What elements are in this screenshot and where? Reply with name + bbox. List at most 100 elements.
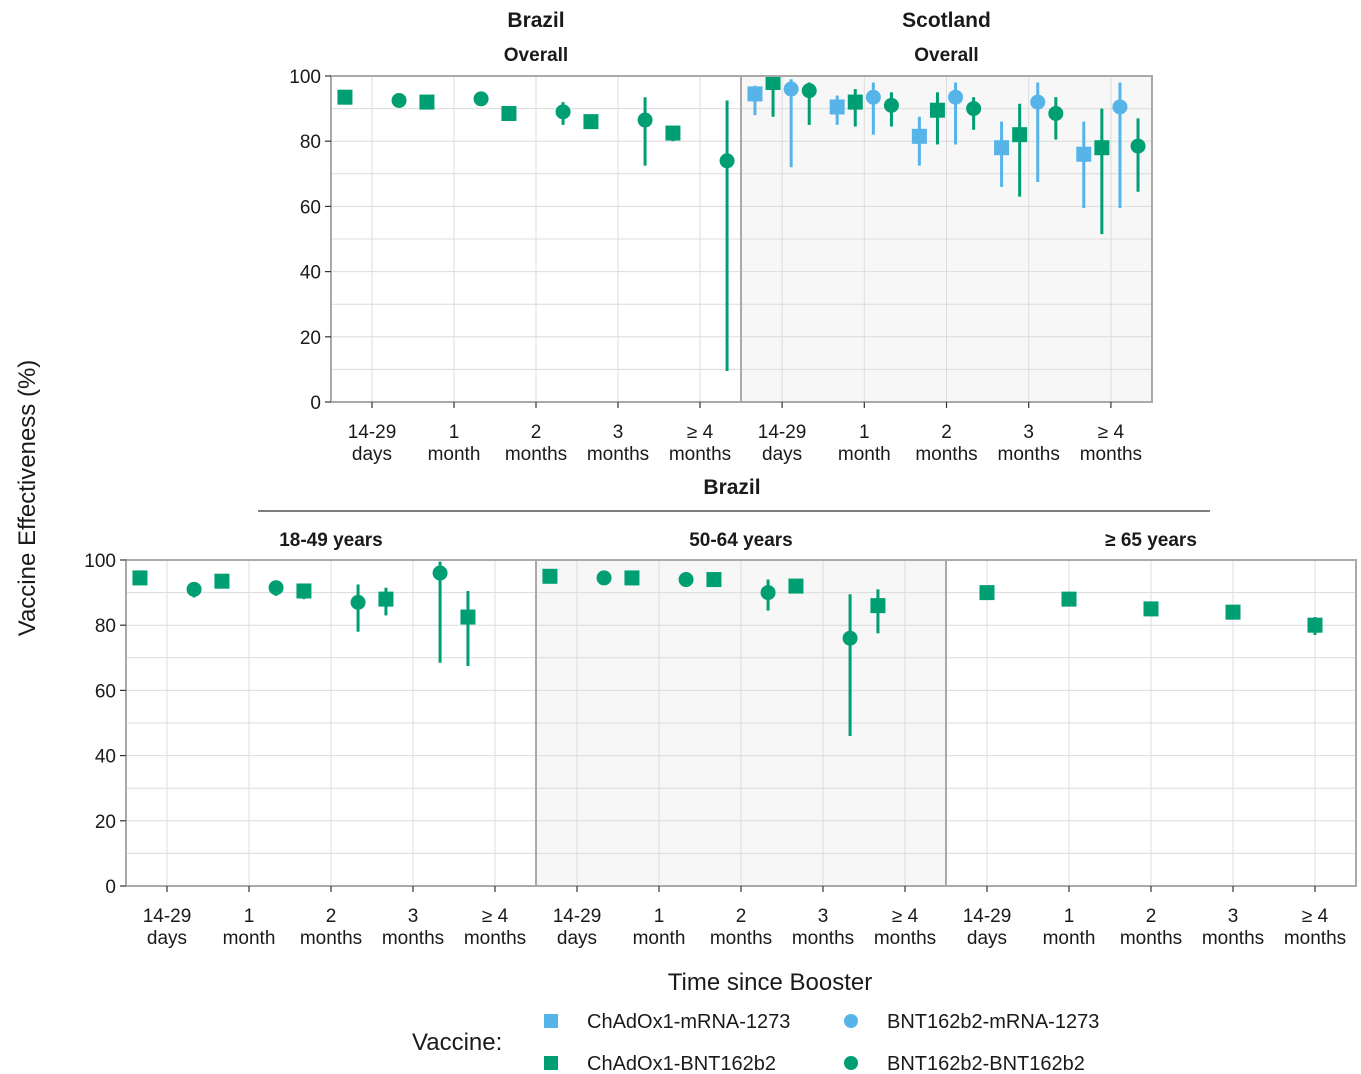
x-tick-label: 2 months bbox=[1120, 906, 1182, 949]
data-point-circle bbox=[842, 630, 858, 646]
legend: Vaccine: ChAdOx1-mRNA-1273 BNT162b2-mRNA-… bbox=[412, 1011, 1099, 1074]
x-tick-label: ≥ 4 months bbox=[1080, 422, 1142, 465]
series-bnt162b2-bnt162b2 bbox=[186, 561, 448, 663]
x-tick-label: 3 months bbox=[792, 906, 854, 949]
data-point-square bbox=[214, 573, 230, 589]
x-tick-label: 1 month bbox=[633, 906, 686, 949]
data-point-circle bbox=[1112, 99, 1128, 115]
x-tick-label: 14-29 days bbox=[553, 906, 602, 949]
series-chadox1-mrna-1273 bbox=[747, 85, 1092, 209]
legend-label: ChAdOx1-mRNA-1273 bbox=[587, 1011, 790, 1033]
legend-square-swatch bbox=[544, 1056, 558, 1070]
x-tick-label: 2 months bbox=[915, 422, 977, 465]
y-tick-label: 20 bbox=[300, 328, 321, 349]
data-point-square bbox=[337, 89, 353, 105]
panel-title: ≥ 65 years bbox=[1105, 530, 1197, 551]
data-point-circle bbox=[391, 92, 407, 108]
panel-title: 50-64 years bbox=[689, 530, 793, 551]
data-point-square bbox=[1076, 146, 1092, 162]
x-tick-label: 14-29 days bbox=[963, 906, 1012, 949]
x-tick-label: 1 month bbox=[1043, 906, 1096, 949]
y-tick-label: 40 bbox=[300, 263, 321, 284]
y-tick-label: 0 bbox=[310, 393, 321, 414]
data-point-circle bbox=[865, 89, 881, 105]
data-point-circle bbox=[678, 572, 694, 588]
panel-title: Scotland bbox=[902, 9, 991, 32]
data-point-square bbox=[501, 105, 517, 121]
y-tick-label: 0 bbox=[105, 877, 116, 898]
data-point-square bbox=[583, 114, 599, 130]
x-tick-label: 14-29 days bbox=[143, 906, 192, 949]
x-tick-label: ≥ 4 months bbox=[669, 422, 731, 465]
data-point-square bbox=[765, 75, 781, 91]
y-tick-label: 60 bbox=[300, 197, 321, 218]
data-point-circle bbox=[186, 581, 202, 597]
panel-subtitle: Overall bbox=[504, 45, 568, 66]
data-point-circle bbox=[948, 89, 964, 105]
y-tick-label: 60 bbox=[95, 681, 116, 702]
legend-circle-swatch bbox=[844, 1056, 858, 1070]
panel-title: 18-49 years bbox=[279, 530, 383, 551]
x-tick-label: ≥ 4 months bbox=[874, 906, 936, 949]
legend-circle-swatch bbox=[844, 1014, 858, 1028]
series-chadox1-bnt162b2 bbox=[765, 75, 1110, 235]
legend-item-chadox1-bnt162b2: ChAdOx1-BNT162b2 bbox=[544, 1053, 776, 1074]
x-tick-label: 1 month bbox=[428, 422, 481, 465]
y-tick-label: 80 bbox=[300, 132, 321, 153]
data-point-square bbox=[1094, 140, 1110, 156]
series-chadox1-bnt162b2 bbox=[979, 585, 1323, 635]
data-point-square bbox=[1143, 601, 1159, 617]
data-point-circle bbox=[555, 104, 571, 120]
data-point-square bbox=[542, 568, 558, 584]
y-axis-title: Vaccine Effectiveness (%) bbox=[14, 360, 41, 637]
data-point-circle bbox=[473, 91, 489, 107]
x-tick-label: ≥ 4 months bbox=[464, 906, 526, 949]
data-point-square bbox=[911, 128, 927, 144]
y-tick-label: 40 bbox=[95, 747, 116, 768]
data-point-circle bbox=[596, 570, 612, 586]
data-point-square bbox=[747, 86, 763, 102]
data-point-circle bbox=[432, 565, 448, 581]
legend-title: Vaccine: bbox=[412, 1029, 502, 1056]
data-point-square bbox=[788, 578, 804, 594]
data-point-square bbox=[979, 585, 995, 601]
series-chadox1-bnt162b2 bbox=[542, 568, 886, 634]
data-point-square bbox=[460, 609, 476, 625]
data-point-circle bbox=[883, 97, 899, 113]
panel-title: Brazil bbox=[507, 9, 564, 32]
data-point-square bbox=[829, 99, 845, 115]
data-point-circle bbox=[966, 101, 982, 117]
legend-square-swatch bbox=[544, 1014, 558, 1028]
panels-layer: 14-29 days 1 month 2 months 3 months ≥ 4 months 0 2… bbox=[84, 9, 1357, 949]
x-tick-label: 3 months bbox=[382, 906, 444, 949]
x-tick-label: 2 months bbox=[300, 906, 362, 949]
legend-label: ChAdOx1-BNT162b2 bbox=[587, 1053, 776, 1074]
data-point-square bbox=[1225, 604, 1241, 620]
data-point-circle bbox=[760, 585, 776, 601]
data-point-square bbox=[419, 94, 435, 110]
legend-label: BNT162b2-BNT162b2 bbox=[887, 1053, 1085, 1074]
series-bnt162b2-bnt162b2 bbox=[596, 570, 858, 737]
x-tick-label: 2 months bbox=[710, 906, 772, 949]
series-bnt162b2-bnt162b2 bbox=[391, 91, 735, 372]
series-bnt162b2-mrna-1273 bbox=[783, 79, 1128, 209]
x-tick-label: 3 months bbox=[1202, 906, 1264, 949]
data-point-square bbox=[1061, 591, 1077, 607]
series-chadox1-bnt162b2 bbox=[337, 89, 681, 142]
panel-scotland-1: 14-29 days 1 month 2 months 3 months ≥ 4 months Sc… bbox=[740, 9, 1153, 465]
data-point-circle bbox=[1030, 94, 1046, 110]
legend-item-chadox1-mrna-1273: ChAdOx1-mRNA-1273 bbox=[544, 1011, 790, 1033]
x-axis-title: Time since Booster bbox=[668, 969, 873, 996]
data-point-square bbox=[929, 102, 945, 118]
data-point-square bbox=[1012, 127, 1028, 143]
x-tick-label: ≥ 4 months bbox=[1284, 906, 1346, 949]
data-point-circle bbox=[783, 81, 799, 97]
panel-18-49-years-2: 14-29 days 1 month 2 months 3 months ≥ 4 months 0 2… bbox=[84, 530, 537, 949]
panel-50-64-years-3: 14-29 days 1 month 2 months 3 months ≥ 4 months 50… bbox=[535, 530, 947, 949]
panel-brazil-0: 14-29 days 1 month 2 months 3 months ≥ 4 months 0 2… bbox=[289, 9, 742, 465]
legend-item-bnt162b2-bnt162b2: BNT162b2-BNT162b2 bbox=[844, 1053, 1085, 1074]
data-point-square bbox=[296, 583, 312, 599]
x-tick-label: 14-29 days bbox=[758, 422, 807, 465]
x-tick-label: 1 month bbox=[223, 906, 276, 949]
